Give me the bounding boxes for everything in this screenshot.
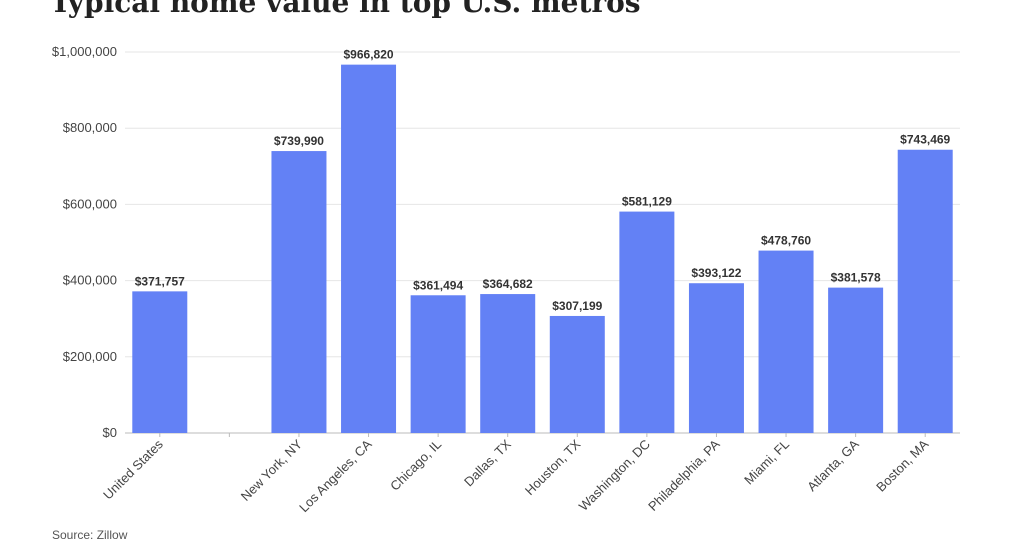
x-tick-label: Boston, MA [873,436,931,494]
bar [688,283,744,433]
data-label: $966,820 [344,48,394,62]
x-tick-label: New York, NY [238,436,306,504]
y-tick-label: $0 [103,425,117,440]
x-tick-label: Houston, TX [522,436,584,498]
data-label: $381,578 [831,271,881,285]
x-tick-label: Washington, DC [576,437,653,514]
bar [410,295,466,433]
bar [132,291,188,433]
x-tick-label: United States [100,436,166,502]
data-label: $371,757 [135,274,185,288]
x-tick-label: Los Angeles, CA [296,436,375,515]
data-label: $307,199 [552,299,602,313]
x-tick-label: Philadelphia, PA [645,436,723,514]
data-label: $478,760 [761,234,811,248]
x-tick-label: Atlanta, GA [804,436,862,494]
y-tick-label: $1,000,000 [52,44,117,59]
bar [549,315,605,433]
data-label: $393,122 [691,266,741,280]
x-tick-label: Chicago, IL [387,437,444,494]
x-tick-label: Dallas, TX [461,436,514,489]
source-note: Source: Zillow [52,528,128,542]
data-label: $743,469 [900,133,950,147]
y-tick-label: $800,000 [63,120,117,135]
y-tick-label: $600,000 [63,196,117,211]
bar [271,151,327,433]
bar [619,211,675,433]
data-label: $581,129 [622,195,672,209]
bar [480,294,536,433]
x-tick-label: Miami, FL [741,437,792,488]
y-tick-label: $200,000 [63,349,117,364]
data-label: $361,494 [413,278,463,292]
data-label: $739,990 [274,134,324,148]
y-tick-label: $400,000 [63,273,117,288]
bar [341,64,397,434]
chart-title: Typical home value in top U.S. metros [50,0,641,19]
bar [897,149,953,433]
bar [758,250,814,433]
data-label: $364,682 [483,277,533,291]
bar [828,287,884,433]
